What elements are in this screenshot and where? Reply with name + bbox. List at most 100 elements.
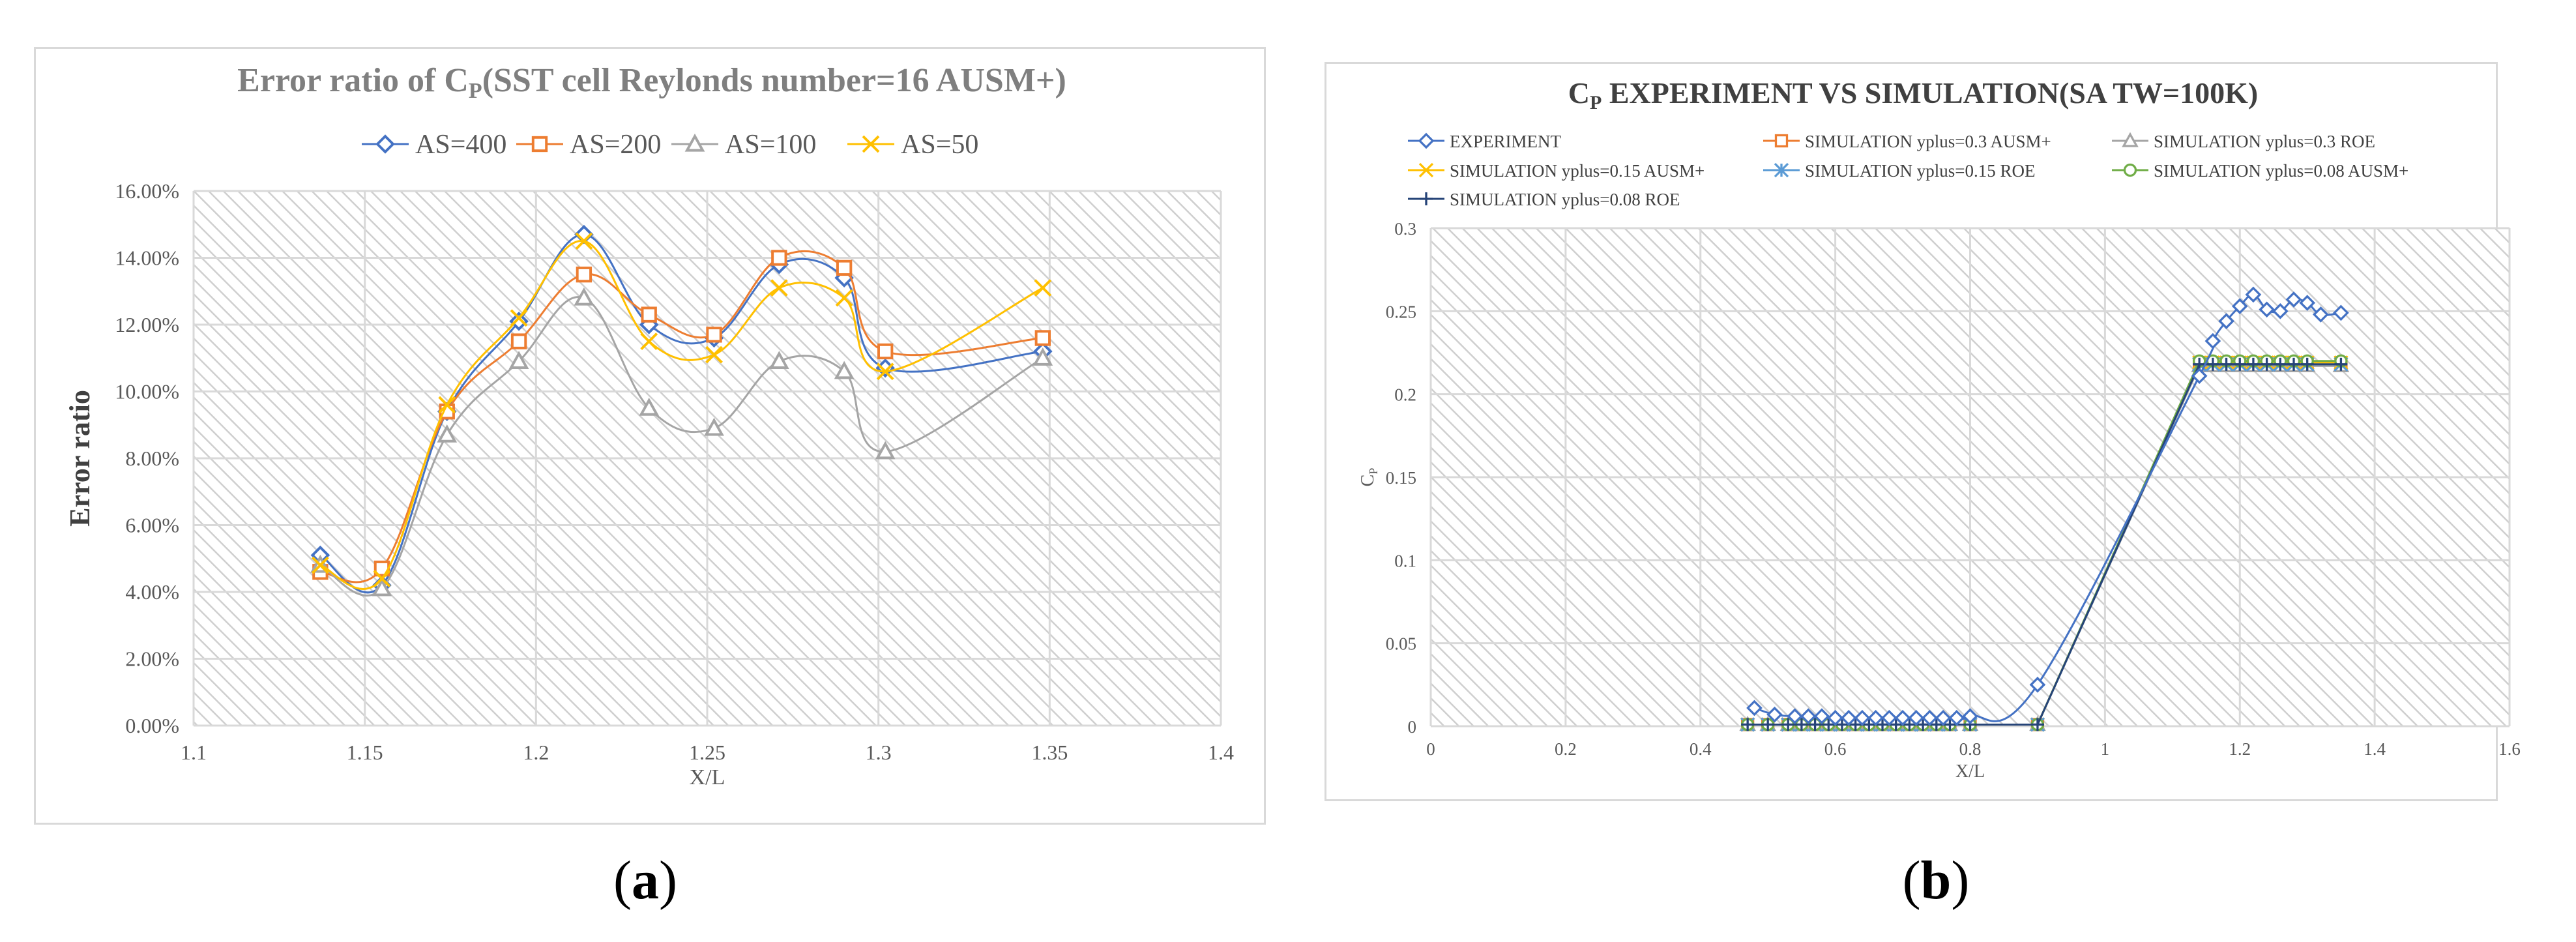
series-b-point-6-10 bbox=[1889, 718, 1903, 731]
series-b-point-0-18 bbox=[2204, 332, 2221, 349]
series-b-point-0-22 bbox=[2259, 301, 2275, 318]
series-a-point-AS=200-7 bbox=[771, 250, 787, 266]
legend-b-label-0: EXPERIMENT bbox=[1450, 132, 1561, 151]
series-b-point-6-11 bbox=[1903, 718, 1916, 731]
series-a-point-AS=100-2 bbox=[437, 424, 458, 443]
series-a-point-AS=400-3 bbox=[509, 312, 529, 331]
series-a-point-AS=100-6 bbox=[704, 417, 724, 436]
series-a-point-AS=200-9 bbox=[877, 343, 894, 360]
chart-a-ylabel: Error ratio bbox=[64, 390, 96, 527]
series-a-point-AS=200-6 bbox=[706, 327, 722, 343]
series-b-point-0-8 bbox=[1867, 709, 1884, 726]
series-b-point-6-20 bbox=[2233, 357, 2247, 371]
series-b-point-0-6 bbox=[1840, 709, 1857, 726]
chart-a-xtick-label: 1.1 bbox=[181, 741, 207, 764]
legend-a-marker-AS=50 bbox=[862, 135, 880, 153]
chart-b-xlabel: X/L bbox=[1955, 761, 1985, 782]
series-b-point-0-23 bbox=[2272, 302, 2289, 319]
series-a-point-AS=50-4 bbox=[575, 232, 593, 250]
series-b-point-6-4 bbox=[1808, 718, 1822, 731]
legend-a-marker-AS=400 bbox=[375, 134, 395, 154]
series-b-point-6-14 bbox=[1943, 718, 1957, 731]
chart-a-ytick-label: 8.00% bbox=[125, 447, 179, 470]
series-b-point-6-24 bbox=[2287, 357, 2300, 371]
chart-b-xtick-label: 0.8 bbox=[1959, 739, 1982, 759]
chart-b-ytick-label: 0.3 bbox=[1394, 219, 1416, 239]
series-a-point-AS=50-8 bbox=[835, 289, 853, 307]
series-b-point-0-24 bbox=[2285, 291, 2302, 308]
chart-panel-a: Error ratio of CP(SST cell Reylonds numb… bbox=[34, 47, 1266, 825]
legend-b-marker-0 bbox=[1418, 132, 1435, 149]
series-b-point-0-26 bbox=[2313, 306, 2329, 323]
legend-b-label-3: SIMULATION yplus=0.15 AUSM+ bbox=[1450, 161, 1705, 181]
series-b-point-0-9 bbox=[1881, 709, 1897, 726]
series-b-point-6-6 bbox=[1835, 718, 1849, 731]
chart-a-ytick-label: 10.00% bbox=[115, 380, 179, 404]
chart-b-xtick-label: 0.2 bbox=[1555, 739, 1577, 759]
series-a-point-AS=50-3 bbox=[510, 309, 528, 327]
series-b-point-0-19 bbox=[2218, 313, 2234, 329]
series-a-point-AS=100-4 bbox=[574, 287, 594, 306]
series-a-point-AS=50-0 bbox=[311, 556, 329, 574]
series-a-point-AS=100-7 bbox=[768, 351, 789, 369]
legend-b-marker-4 bbox=[1774, 162, 1789, 178]
series-a-point-AS=50-9 bbox=[876, 362, 894, 381]
chart-a-xtick-label: 1.25 bbox=[689, 741, 725, 764]
series-b-point-6-22 bbox=[2260, 357, 2274, 371]
legend-a-label-AS=400: AS=400 bbox=[415, 130, 506, 160]
series-b-point-0-16 bbox=[2029, 676, 2046, 693]
series-b-point-6-3 bbox=[1794, 718, 1808, 731]
series-b-point-6-12 bbox=[1916, 718, 1930, 731]
chart-a-ytick-label: 14.00% bbox=[115, 246, 179, 270]
series-b-point-0-10 bbox=[1894, 709, 1911, 726]
chart-a-ytick-label: 2.00% bbox=[125, 647, 179, 671]
chart-b-ytick-label: 0 bbox=[1408, 717, 1417, 737]
chart-a-ytick-label: 12.00% bbox=[115, 313, 179, 336]
series-a-point-AS=50-10 bbox=[1034, 279, 1052, 297]
series-a-point-AS=100-9 bbox=[875, 441, 896, 460]
series-b-point-6-9 bbox=[1876, 718, 1890, 731]
legend-a-marker-AS=200 bbox=[531, 136, 548, 153]
series-a-point-AS=50-1 bbox=[373, 570, 391, 587]
chart-b-xtick-label: 0 bbox=[1426, 739, 1435, 759]
series-b-point-6-7 bbox=[1849, 718, 1862, 731]
chart-b-xtick-label: 1.6 bbox=[2498, 739, 2521, 759]
series-b-point-0-11 bbox=[1908, 709, 1925, 726]
chart-b-xtick-label: 1.4 bbox=[2364, 739, 2386, 759]
series-a-point-AS=50-7 bbox=[770, 279, 788, 297]
chart-b-ytick-label: 0.25 bbox=[1386, 302, 1416, 321]
chart-a-ytick-label: 16.00% bbox=[115, 179, 179, 203]
series-a-point-AS=100-1 bbox=[372, 578, 392, 596]
series-b-point-0-5 bbox=[1827, 709, 1843, 726]
legend-b-marker-5 bbox=[2123, 163, 2137, 177]
series-b-point-6-0 bbox=[1741, 718, 1755, 731]
series-b-point-0-20 bbox=[2231, 298, 2248, 315]
series-a-point-AS=200-8 bbox=[836, 259, 853, 276]
chart-a-xtick-label: 1.4 bbox=[1208, 741, 1234, 764]
series-b-point-0-25 bbox=[2299, 295, 2316, 311]
series-b-point-0-27 bbox=[2333, 304, 2349, 321]
series-b-point-0-21 bbox=[2245, 286, 2262, 303]
chart-b-title: CP EXPERIMENT VS SIMULATION(SA TW=100K) bbox=[1568, 76, 2258, 113]
series-a-line-AS=400 bbox=[319, 233, 1043, 594]
legend-a-label-AS=200: AS=200 bbox=[570, 130, 661, 160]
chart-a-ytick-label: 0.00% bbox=[125, 714, 179, 737]
series-b-point-0-17 bbox=[2191, 368, 2208, 384]
chart-b-xtick-label: 0.4 bbox=[1690, 739, 1712, 759]
chart-b-ytick-label: 0.05 bbox=[1386, 634, 1416, 654]
chart-a-ytick-label: 6.00% bbox=[125, 514, 179, 537]
series-b-point-6-21 bbox=[2246, 357, 2260, 371]
series-b-point-0-13 bbox=[1935, 709, 1952, 726]
chart-b-ytick-label: 0.1 bbox=[1394, 551, 1416, 570]
series-b-point-0-14 bbox=[1948, 709, 1965, 726]
series-b-point-6-19 bbox=[2219, 357, 2233, 371]
legend-b-label-6: SIMULATION yplus=0.08 ROE bbox=[1450, 190, 1680, 209]
chart-b-xtick-label: 1.2 bbox=[2229, 739, 2251, 759]
chart-b-svg: CP EXPERIMENT VS SIMULATION(SA TW=100K) E… bbox=[1358, 76, 2521, 782]
series-a-point-AS=50-5 bbox=[640, 332, 658, 351]
series-a-point-AS=200-3 bbox=[510, 333, 527, 349]
chart-a-xtick-label: 1.3 bbox=[866, 741, 892, 764]
series-a-line-AS=50 bbox=[319, 240, 1044, 590]
chart-panel-b: CP EXPERIMENT VS SIMULATION(SA TW=100K) E… bbox=[1325, 62, 2521, 801]
legend-b-marker-1 bbox=[1774, 134, 1789, 148]
